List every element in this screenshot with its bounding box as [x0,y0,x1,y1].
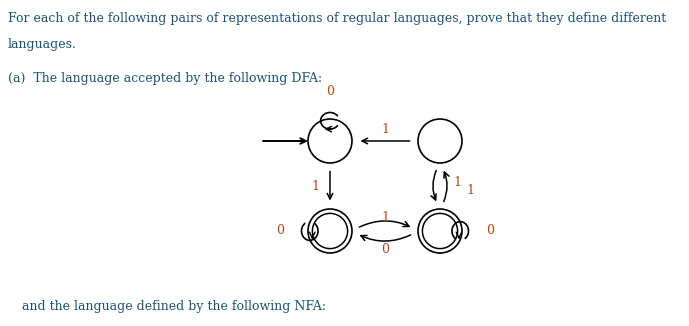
Text: 1: 1 [466,185,474,198]
Text: and the language defined by the following NFA:: and the language defined by the followin… [22,300,326,313]
Text: 1: 1 [381,211,389,224]
Text: For each of the following pairs of representations of regular languages, prove t: For each of the following pairs of repre… [8,12,666,25]
Text: 1: 1 [381,123,389,136]
Text: 0: 0 [276,225,284,238]
Text: 0: 0 [486,225,494,238]
Text: 1: 1 [311,180,319,192]
Text: (a)  The language accepted by the following DFA:: (a) The language accepted by the followi… [8,72,322,85]
Text: 0: 0 [381,243,389,256]
Text: languages.: languages. [8,38,77,51]
Text: 1: 1 [453,176,461,189]
Text: 0: 0 [326,85,334,98]
